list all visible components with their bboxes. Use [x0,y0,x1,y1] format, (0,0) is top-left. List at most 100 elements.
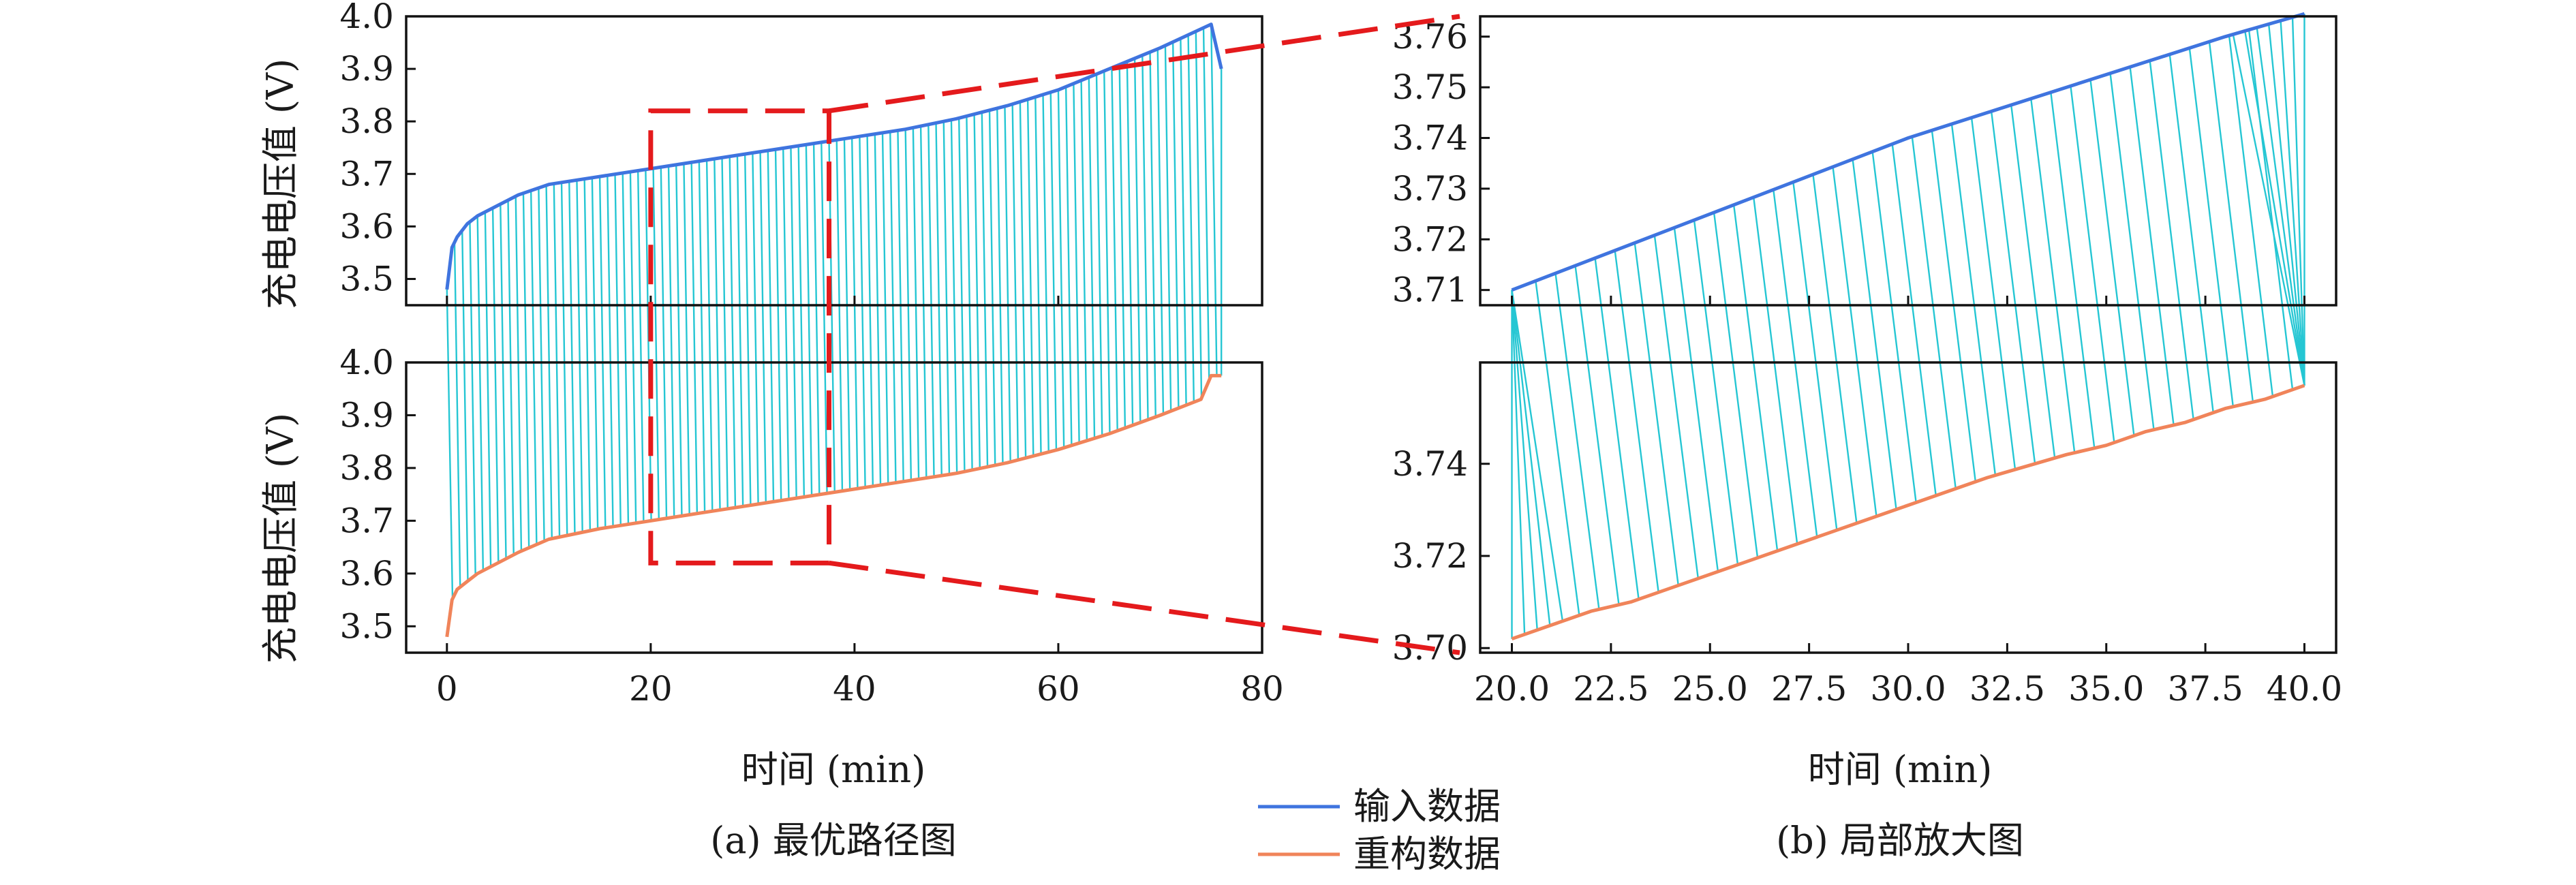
x-axis-b-bottom-tick-label: 35.0 [2068,669,2144,709]
warping-path-line [453,242,461,587]
warping-path-line [538,187,545,542]
y-axis-b-bottom-tick-label: 3.74 [1392,444,1468,484]
warping-path-line [2256,27,2305,386]
warping-path-line [1673,228,1719,572]
y-axis-b-bottom-tick-label: 3.72 [1392,536,1468,576]
warping-path-line [675,164,683,516]
warping-path-line [1095,74,1103,436]
warping-path-line [935,123,942,476]
warping-path-line [667,166,675,518]
warping-path-line [698,161,706,513]
y-axis-a-bottom-tick-label: 3.9 [339,395,394,435]
warping-path-line [515,196,523,551]
warping-path-line [491,208,500,563]
warping-path-line [1511,290,1551,626]
warping-path-line [530,190,538,545]
warping-path-line [705,159,714,512]
x-axis-a-bottom-tick-label: 80 [1240,669,1284,709]
warping-path-line [1871,151,1917,503]
warping-path-line [874,134,882,485]
x-axis-a-bottom-tick-label: 60 [1037,669,1080,709]
warping-path-line [1057,89,1065,448]
y-axis-a-bottom-tick-label: 4.0 [339,343,394,382]
warping-path-line [598,176,607,528]
warping-path-line [950,119,958,473]
warping-path-line [996,108,1004,464]
series-line-reconstructed-b [1511,384,2305,641]
warping-path-line [1011,104,1019,461]
warping-path-line [607,175,614,527]
y-axis-a-top-tick-label: 3.6 [339,206,394,246]
y-axis-b-top-tick-label: 3.74 [1392,119,1468,158]
warping-path-line [973,114,981,469]
axes-frame-a-bottom [405,361,1263,654]
panel-b: 3.713.723.733.743.753.763.703.723.7420.0… [1392,12,2342,709]
warping-path-line [1064,87,1073,446]
warping-path-line [1080,80,1088,441]
warping-path-line [752,153,759,504]
warping-path-line [859,136,866,488]
axes-frame-b-top [1479,15,2337,307]
legend: 输入数据 重构数据 [1258,785,1501,875]
warping-path-line [767,150,775,502]
warping-path-line [2244,31,2305,386]
warping-path-line [683,164,690,515]
warping-path-line [774,149,782,501]
warping-path-line [1753,197,1798,544]
warping-path-line [821,142,828,494]
warping-path-line [927,124,935,477]
warping-path-line [469,221,476,576]
y-axis-b-top-tick-label: 3.75 [1392,67,1468,107]
warping-path-line [1990,111,2036,464]
warping-path-line [2010,105,2056,459]
y-axis-a-top-tick-label: 3.8 [339,102,394,141]
warping-path-line [843,138,851,490]
warping-path-line [1574,265,1620,605]
warping-path-line [1126,61,1134,426]
caption-b: (b) 局部放大图 [1776,819,2024,862]
warping-path-line [1614,250,1659,593]
warping-path-line [1042,94,1049,452]
warping-path-line [850,137,859,489]
warping-path-line [568,181,576,534]
warping-path-line [652,168,660,520]
warping-path-line [919,126,927,478]
y-axis-a-top-tick-label: 3.7 [339,154,394,193]
warping-path-line [591,177,599,529]
zoom-box [648,14,1460,655]
y-axis-a-top-tick-label: 3.9 [339,49,394,89]
warping-path-line [2070,86,2115,443]
x-axis-b-bottom-tick-label: 25.0 [1672,669,1748,709]
warping-path-line [2232,34,2305,386]
x-axis-a-bottom-tick-label: 20 [629,669,673,709]
warping-path-line [881,132,889,484]
warping-path-line [759,151,767,503]
legend-label-input: 输入数据 [1353,785,1501,828]
warping-path-line [782,148,790,499]
warping-path-line [2208,42,2254,403]
series-line-input-a [445,22,1223,290]
ylabel-a-bottom: 充电电压值 (V) [259,413,302,664]
xlabel-b: 时间 (min) [1808,748,1993,791]
warping-path-line [1156,48,1165,414]
zoom-connector-bottom [829,560,1460,655]
warping-path-line [2248,29,2294,390]
warping-path-line [1653,235,1700,579]
warping-path-line [1195,31,1203,399]
panel-a: 3.5 3.6 3.7 3.8 3.9 4.0 3.5 3.6 3.7 3.8 3.9 4.0 0 20 4… [339,0,1283,709]
warping-path-line [461,230,469,581]
warping-path-line [1111,67,1118,431]
series-line-reconstructed-a [445,373,1222,638]
xlabel-a: 时间 (min) [741,748,926,791]
warping-path-line [507,200,515,555]
warping-path-line [1950,123,1997,476]
warping-path-line [1511,290,1564,621]
warping-path-line [2050,92,2096,448]
x-axis-b-bottom-tick-label: 32.5 [1969,669,2045,709]
warping-path-line [576,180,583,533]
warping-path-line [1073,83,1080,444]
warping-path-line [476,215,485,571]
warping-path-line [622,172,630,525]
zoom-connector-top [829,14,1460,114]
